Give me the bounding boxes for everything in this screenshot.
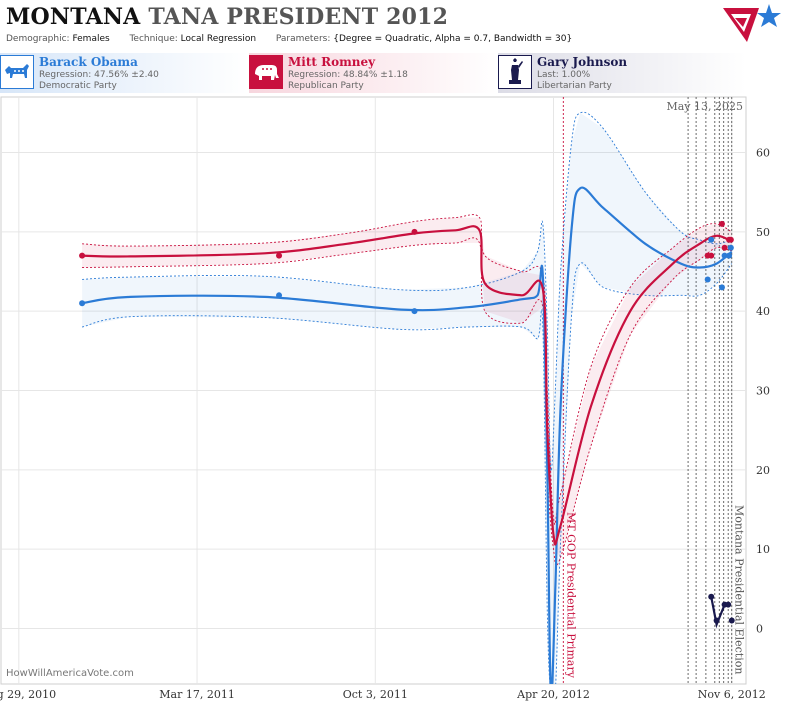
poll-point-mitt-romney [411, 228, 418, 235]
poll-point-mitt-romney [276, 252, 283, 259]
legend-name-johnson: Gary Johnson [537, 55, 628, 69]
y-tick-label: 20 [756, 464, 770, 477]
donkey-icon [0, 55, 34, 89]
trend-line-barack-obama [81, 186, 733, 684]
parameters-label: Parameters: [275, 34, 331, 44]
poll-point-barack-obama [727, 244, 734, 251]
statue-of-liberty-icon [498, 55, 532, 89]
event-lines [562, 97, 733, 684]
upper-bound-barack-obama [82, 111, 732, 472]
event-label: MT GOP Presidential Primary [564, 512, 577, 679]
legend-name-obama: Barack Obama [39, 55, 138, 69]
poll-point-barack-obama [718, 284, 725, 291]
x-tick-label: Aug 29, 2010 [0, 688, 56, 701]
x-axis-ticks: Aug 29, 2010 Mar 17, 2011 Oct 3, 2011 Apr 2… [0, 688, 766, 701]
parameters-line: Demographic: Females Technique: Local Re… [6, 34, 572, 44]
y-tick-label: 50 [756, 226, 770, 239]
demographic-label: Demographic: [6, 34, 70, 44]
legend-romney: Mitt Romney Regression: 48.84% ±1.18 Rep… [249, 53, 497, 93]
poll-point-gary-johnson [713, 617, 720, 624]
poll-point-mitt-romney [727, 236, 734, 243]
lower-bound-barack-obama [82, 262, 733, 684]
watermark: HowWillAmericaVote.com [6, 668, 134, 679]
trend-line-mitt-romney [82, 225, 733, 546]
poll-point-gary-johnson [728, 617, 735, 624]
poll-point-barack-obama [708, 236, 715, 243]
y-tick-label: 10 [756, 543, 770, 556]
poll-point-mitt-romney [718, 220, 725, 227]
x-tick-label: Oct 3, 2011 [343, 688, 408, 701]
y-tick-label: 30 [756, 385, 770, 398]
title-race: TANA PRESIDENT 2012 [148, 4, 449, 30]
event-labels: MT GOP Presidential Primary Montana Presi… [564, 505, 745, 679]
legend-obama: Barack Obama Regression: 47.56% ±2.40 De… [0, 53, 248, 93]
legend-last-johnson: Last: 1.00% [537, 70, 591, 80]
poll-point-barack-obama [721, 252, 728, 259]
y-tick-label: 60 [756, 147, 770, 160]
poll-point-barack-obama [726, 252, 733, 259]
poll-chart: 0 10 20 30 40 50 60 Aug 29, 2010 Mar 17, 2011 Oc… [0, 96, 770, 701]
poll-point-gary-johnson [708, 593, 715, 600]
poll-point-mitt-romney [721, 244, 728, 251]
legend-party-obama: Democratic Party [39, 81, 117, 91]
poll-point-mitt-romney [708, 252, 715, 259]
legend-regression-romney: Regression: 48.84% ±1.18 [288, 70, 408, 80]
poll-point-barack-obama [704, 276, 711, 283]
legend-regression-obama: Regression: 47.56% ±2.40 [39, 70, 159, 80]
x-tick-label: Nov 6, 2012 [698, 688, 766, 701]
chart-title: MONTANA TANA PRESIDENT 2012 [6, 4, 448, 30]
site-logo-icon [723, 4, 781, 42]
poll-points [79, 220, 735, 624]
technique-value: Local Regression [180, 34, 257, 44]
y-axis-ticks: 0 10 20 30 40 50 60 [756, 147, 770, 636]
poll-point-barack-obama [79, 300, 86, 307]
poll-point-barack-obama [276, 292, 283, 299]
x-tick-label: Mar 17, 2011 [159, 688, 235, 701]
band-mitt-romney [82, 217, 732, 558]
technique-label: Technique: [129, 34, 178, 44]
y-tick-label: 40 [756, 305, 770, 318]
snapshot-date: May 13, 2025 [666, 100, 743, 113]
legend-johnson: Gary Johnson Last: 1.00% Libertarian Par… [498, 53, 746, 93]
legend-party-romney: Republican Party [288, 81, 364, 91]
demographic-value: Females [72, 34, 110, 44]
poll-point-mitt-romney [79, 252, 86, 259]
poll-date-lines [687, 97, 729, 684]
elephant-icon [249, 55, 283, 89]
parameters-value: {Degree = Quadratic, Alpha = 0.7, Bandwi… [333, 34, 573, 44]
legend-name-romney: Mitt Romney [288, 55, 376, 69]
poll-point-gary-johnson [725, 601, 732, 608]
legend-party-johnson: Libertarian Party [537, 81, 612, 91]
grid-lines [1, 97, 746, 684]
upper-bound-mitt-romney [82, 214, 732, 525]
x-tick-label: Apr 20, 2012 [516, 688, 590, 701]
poll-point-barack-obama [411, 308, 418, 315]
title-state: MONTANA [6, 4, 141, 30]
y-tick-label: 0 [756, 622, 763, 635]
event-label: Montana Presidential Election [733, 505, 746, 674]
